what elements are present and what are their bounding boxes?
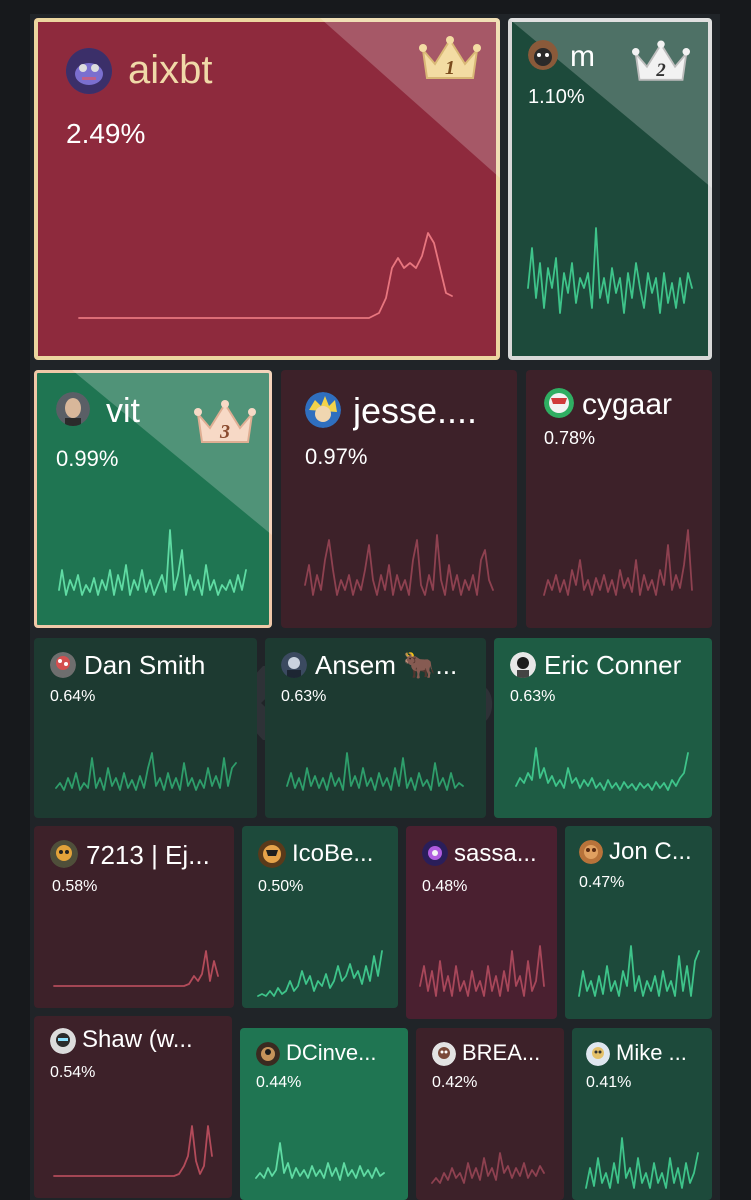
tile-percent: 0.44% (256, 1074, 302, 1091)
svg-text:2: 2 (655, 60, 665, 81)
tile-name: BREA... (462, 1040, 541, 1065)
tile-percent: 0.78% (544, 428, 596, 448)
tile-percent: 0.97% (305, 444, 368, 469)
tile-brea[interactable]: BREA... 0.42% (416, 1028, 564, 1200)
trend-sparkline (515, 747, 689, 791)
tile-name: Ansem 🐂... (315, 650, 458, 680)
trend-sparkline (53, 950, 219, 987)
avatar-icon (579, 840, 603, 864)
tile-percent: 0.42% (432, 1074, 478, 1091)
tile-aixbt[interactable]: aixbt 2.49% 1 (34, 18, 500, 360)
trend-sparkline (431, 1152, 545, 1184)
tile-percent: 0.54% (50, 1064, 96, 1081)
avatar-icon (256, 1042, 280, 1066)
tile-percent: 0.63% (281, 688, 327, 705)
trend-sparkline (53, 1125, 213, 1177)
tile-percent: 0.99% (56, 446, 119, 471)
trend-sparkline (55, 752, 237, 791)
tile-percent: 2.49% (66, 118, 146, 149)
tile-percent: 0.41% (586, 1074, 632, 1091)
tile-name: sassa... (454, 840, 537, 867)
tile-jon-c[interactable]: Jon C... 0.47% (565, 826, 712, 1019)
crown-icon: 1 (419, 36, 481, 87)
tile-name: Dan Smith (84, 650, 206, 680)
tile-percent: 1.10% (528, 86, 585, 108)
tile-dan-smith[interactable]: Dan Smith 0.64% (34, 638, 257, 818)
tile-name: Jon C... (609, 838, 692, 865)
trend-sparkline (78, 232, 453, 319)
tile-percent: 0.58% (52, 878, 98, 895)
avatar-icon (258, 840, 286, 868)
trend-sparkline (257, 950, 383, 997)
tile-name: 7213 | Ej... (86, 840, 210, 870)
trend-sparkline (585, 1137, 699, 1189)
tile-percent: 0.47% (579, 874, 625, 891)
trend-sparkline (304, 534, 494, 596)
tile-percent: 0.48% (422, 878, 468, 895)
avatar-icon (50, 840, 78, 868)
avatar-icon (305, 392, 341, 428)
avatar-icon (422, 840, 448, 866)
tile-eric-conner[interactable]: Eric Conner 0.63% (494, 638, 712, 818)
avatar-icon (50, 652, 76, 678)
tile-ansem[interactable]: Ansem 🐂... 0.63% (265, 638, 486, 818)
trend-sparkline (58, 529, 247, 596)
trend-sparkline (543, 529, 693, 596)
trend-sparkline (419, 945, 545, 997)
trend-sparkline (527, 227, 693, 314)
avatar-icon (528, 40, 558, 70)
trend-sparkline (286, 752, 464, 791)
tile-percent: 0.63% (510, 688, 556, 705)
tile-percent: 0.50% (258, 878, 304, 895)
tile-jesse[interactable]: jesse.... 0.97% (281, 370, 517, 628)
tile-name: Shaw (w... (82, 1026, 193, 1053)
tile-m[interactable]: m 1.10% 2 (508, 18, 712, 360)
tile-name: Mike ... (616, 1040, 687, 1065)
tile-7213[interactable]: 7213 | Ej... 0.58% (34, 826, 234, 1008)
tile-percent: 0.64% (50, 688, 96, 705)
mindshare-treemap: KAITO aixbt 2.49% 1 m 1.10% 2 (30, 14, 720, 1200)
avatar-icon (50, 1028, 76, 1054)
tile-mike[interactable]: Mike ... 0.41% (572, 1028, 712, 1200)
tile-cygaar[interactable]: cygaar 0.78% (526, 370, 712, 628)
tile-name: DCinve... (286, 1040, 377, 1065)
tile-name: m (570, 40, 595, 73)
svg-text:1: 1 (445, 57, 455, 79)
tile-shaw[interactable]: Shaw (w... 0.54% (34, 1016, 232, 1198)
tile-icobe[interactable]: IcoBe... 0.50% (242, 826, 398, 1008)
crown-icon: 2 (632, 40, 690, 89)
avatar-icon (544, 388, 574, 418)
tile-name: cygaar (582, 388, 673, 421)
avatar-icon (432, 1042, 456, 1066)
tile-name: vit (106, 392, 140, 430)
tile-name: IcoBe... (292, 840, 374, 867)
avatar-icon (281, 652, 307, 678)
crown-icon: 3 (194, 400, 256, 451)
avatar-icon (586, 1042, 610, 1066)
avatar-icon (66, 48, 112, 94)
tile-dcinve[interactable]: DCinve... 0.44% (240, 1028, 408, 1200)
tile-name: jesse.... (353, 390, 478, 431)
trend-sparkline (255, 1142, 385, 1181)
avatar-icon (510, 652, 536, 678)
avatar-icon (56, 392, 90, 426)
svg-text:3: 3 (219, 421, 230, 443)
tile-sassa[interactable]: sassa... 0.48% (406, 826, 557, 1019)
trend-sparkline (578, 945, 700, 997)
tile-name: aixbt (128, 48, 213, 92)
tile-name: Eric Conner (544, 650, 682, 680)
tile-vit[interactable]: vit 0.99% 3 (34, 370, 272, 628)
